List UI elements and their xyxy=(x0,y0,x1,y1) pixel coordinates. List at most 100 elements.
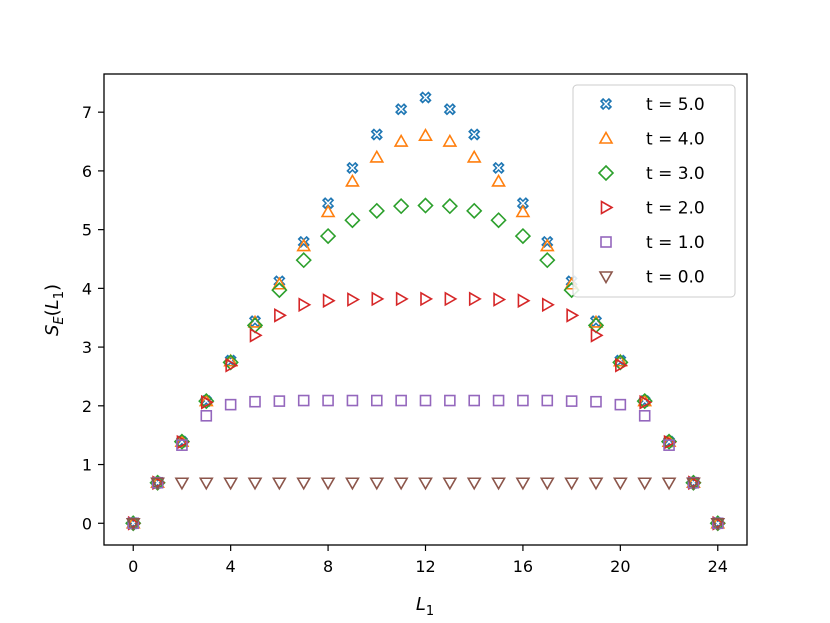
y-tick-label: 3 xyxy=(82,338,92,357)
data-point xyxy=(345,477,360,491)
data-point xyxy=(588,477,604,491)
data-point xyxy=(298,297,312,313)
data-point xyxy=(319,227,337,245)
data-point xyxy=(590,327,604,343)
data-point xyxy=(393,133,409,147)
data-point xyxy=(223,477,239,491)
x-axis-ticks: 0 4 8 12 16 20 24 xyxy=(128,545,728,576)
data-point xyxy=(297,394,310,407)
data-point xyxy=(249,395,261,408)
data-point xyxy=(322,394,334,407)
legend-item: t = 1.0 xyxy=(600,233,705,253)
y-tick-label: 5 xyxy=(82,221,92,240)
legend-marker xyxy=(599,97,613,111)
legend-marker xyxy=(600,236,612,248)
legend-item: t = 2.0 xyxy=(600,199,705,219)
data-point xyxy=(491,173,506,187)
legend-marker xyxy=(597,164,615,182)
data-point xyxy=(442,133,458,147)
data-point xyxy=(174,477,190,491)
y-tick-label: 4 xyxy=(82,279,92,298)
y-tick-label: 2 xyxy=(82,397,92,416)
data-point xyxy=(419,91,432,104)
data-point xyxy=(468,291,482,307)
data-point xyxy=(710,517,726,531)
data-point xyxy=(370,128,383,141)
legend-label: t = 1.0 xyxy=(646,233,705,253)
data-point xyxy=(612,477,628,491)
data-point xyxy=(517,394,529,407)
data-point xyxy=(247,477,263,491)
data-point xyxy=(444,394,456,407)
series-5 xyxy=(125,477,726,531)
data-point xyxy=(295,252,312,269)
x-tick-label: 12 xyxy=(415,557,435,576)
data-point xyxy=(492,161,505,175)
data-point xyxy=(468,128,481,141)
data-point xyxy=(441,198,458,215)
data-point xyxy=(566,307,580,323)
data-point xyxy=(663,439,675,451)
data-point xyxy=(273,395,286,407)
data-point xyxy=(492,394,505,407)
data-point xyxy=(346,394,359,407)
data-point xyxy=(150,477,165,491)
data-point xyxy=(345,173,360,187)
data-point xyxy=(417,197,434,214)
data-point xyxy=(347,292,361,307)
data-point xyxy=(393,477,409,491)
data-point xyxy=(565,395,578,407)
data-point xyxy=(466,202,483,219)
legend-box xyxy=(572,84,736,298)
data-point xyxy=(493,292,507,307)
data-point xyxy=(271,276,287,290)
x-tick-label: 8 xyxy=(323,557,333,576)
data-point xyxy=(200,409,213,422)
data-point xyxy=(346,161,359,175)
data-point xyxy=(176,439,188,451)
series-2 xyxy=(125,197,726,532)
legend-item: t = 0.0 xyxy=(598,268,705,288)
series-4 xyxy=(127,394,724,530)
data-point xyxy=(490,212,507,229)
data-point xyxy=(321,197,335,210)
legend-label: t = 4.0 xyxy=(646,130,705,150)
data-point xyxy=(369,477,385,491)
data-point xyxy=(296,238,312,252)
data-point xyxy=(198,477,214,491)
data-point xyxy=(125,517,141,531)
data-point xyxy=(661,477,677,491)
data-point xyxy=(466,477,482,491)
data-point xyxy=(274,307,287,323)
data-point xyxy=(370,394,383,407)
y-axis-ticks: 0 1 2 3 4 5 6 7 xyxy=(82,103,104,533)
x-axis-label: L1 xyxy=(416,594,434,619)
data-point xyxy=(443,103,456,116)
data-point xyxy=(420,291,434,307)
legend-item: t = 3.0 xyxy=(597,164,705,184)
y-axis-label: SE(L1) xyxy=(42,284,67,336)
x-tick-label: 0 xyxy=(128,557,138,576)
data-point xyxy=(419,394,432,407)
data-point xyxy=(418,128,433,141)
data-point xyxy=(368,202,385,219)
data-point xyxy=(322,293,336,309)
y-tick-label: 0 xyxy=(82,514,92,533)
data-point xyxy=(200,394,214,410)
data-point xyxy=(516,197,530,210)
data-point xyxy=(395,291,409,307)
data-point xyxy=(515,477,531,491)
x-tick-label: 20 xyxy=(610,557,630,576)
legend-marker xyxy=(598,271,614,285)
data-point xyxy=(686,477,701,491)
legend: t = 5.0 t = 4.0 t = 3.0 t = 2.0 t = 1.0 t = 0… xyxy=(572,84,736,298)
legend-marker xyxy=(600,200,614,215)
data-point xyxy=(637,477,653,491)
data-point xyxy=(224,398,237,411)
data-point xyxy=(514,227,532,245)
legend-item: t = 4.0 xyxy=(598,130,705,150)
x-tick-label: 16 xyxy=(513,557,533,576)
data-point xyxy=(393,198,410,215)
data-point xyxy=(418,477,433,491)
data-point xyxy=(638,409,651,422)
